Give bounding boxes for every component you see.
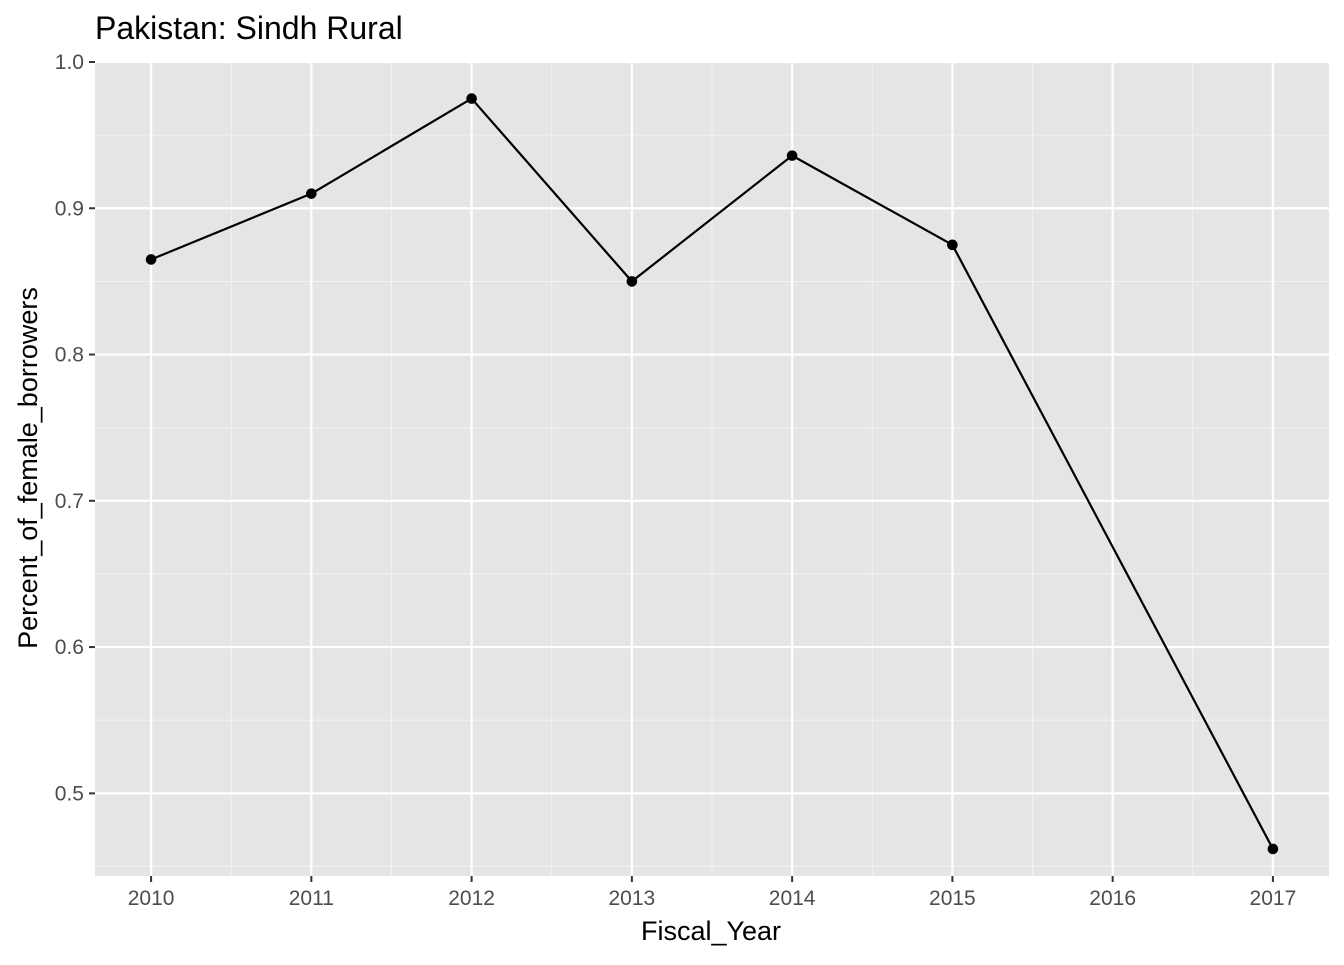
- x-tick-label: 2012: [448, 887, 495, 910]
- series-layer: [145, 93, 1279, 855]
- y-axis: 0.5 0.6 0.7 0.8 0.9 1.0: [55, 51, 95, 805]
- x-tick-label: 2014: [769, 887, 816, 910]
- data-point: [466, 93, 477, 104]
- y-tick-label: 0.5: [55, 782, 84, 805]
- y-axis-title: Percent_of_female_borrowers: [13, 287, 43, 649]
- major-gridlines: [95, 60, 1329, 876]
- y-tick-label: 1.0: [55, 51, 84, 74]
- data-point: [947, 239, 958, 251]
- minor-gridlines: [95, 62, 1329, 876]
- y-tick-label: 0.6: [55, 636, 84, 659]
- x-tick-label: 2011: [289, 887, 334, 910]
- x-tick-label: 2016: [1089, 887, 1136, 910]
- data-point: [626, 276, 638, 287]
- data-point: [1267, 843, 1279, 855]
- data-point: [306, 188, 317, 199]
- y-tick-label: 0.9: [55, 197, 84, 220]
- x-tick-label: 2017: [1250, 887, 1297, 910]
- x-axis: 2010 2011 2012 2013 2014 2015 2016 2017: [128, 876, 1297, 910]
- x-axis-title: Fiscal_Year: [641, 916, 781, 946]
- y-tick-label: 0.8: [55, 344, 84, 367]
- x-tick-label: 2013: [609, 887, 656, 910]
- data-point: [786, 150, 798, 161]
- x-tick-label: 2015: [929, 887, 976, 910]
- x-tick-label: 2010: [128, 887, 175, 910]
- data-point: [145, 254, 157, 265]
- y-tick-label: 0.7: [55, 490, 84, 513]
- chart-title: Pakistan: Sindh Rural: [95, 10, 403, 46]
